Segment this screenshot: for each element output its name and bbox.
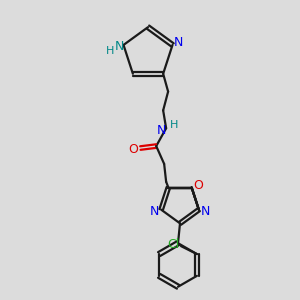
Text: N: N: [201, 205, 211, 218]
Text: N: N: [115, 40, 124, 53]
Text: H: H: [170, 120, 178, 130]
Text: Cl: Cl: [167, 238, 179, 251]
Text: N: N: [174, 37, 183, 50]
Text: O: O: [194, 179, 203, 192]
Text: N: N: [149, 205, 159, 218]
Text: H: H: [106, 46, 114, 56]
Text: N: N: [157, 124, 166, 137]
Text: O: O: [128, 142, 138, 155]
